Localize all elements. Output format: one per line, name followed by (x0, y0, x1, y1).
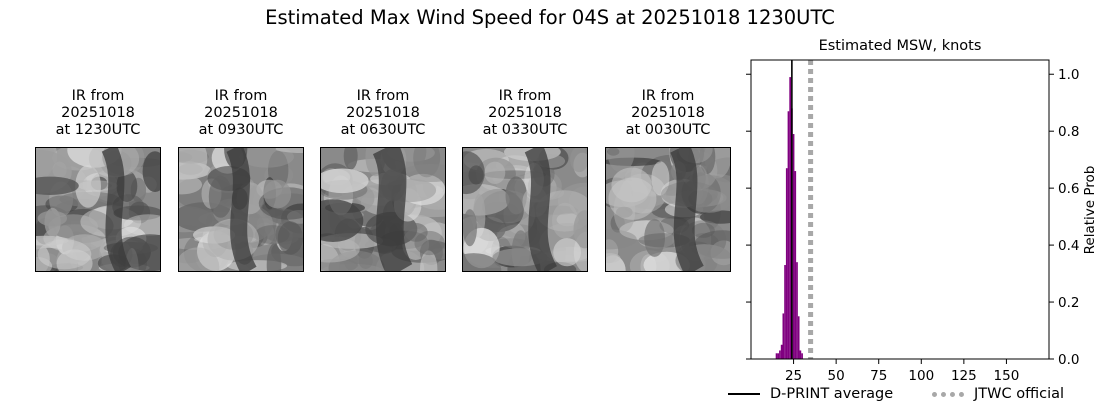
y-tick-label: 0.6 (1058, 181, 1079, 197)
ir-panel-caption: IR from 20251018 at 1230UTC (35, 88, 161, 142)
histogram-bar (794, 171, 797, 359)
ir-caption-line: at 1230UTC (55, 122, 141, 138)
ir-panel: IR from 20251018 at 0930UTC (178, 88, 304, 272)
y-tick-label: 0.0 (1058, 352, 1079, 368)
y-tick-label: 1.0 (1058, 67, 1079, 83)
x-tick-label: 125 (951, 368, 977, 384)
ir-caption-line: IR from (71, 88, 125, 104)
y-axis-label: Relative Prob (1082, 166, 1098, 255)
histogram-bar (797, 316, 800, 359)
ir-caption-line: at 0330UTC (482, 122, 568, 138)
ir-caption-line: at 0630UTC (340, 122, 426, 138)
histogram-bar (782, 313, 785, 359)
histogram-bar (799, 350, 802, 359)
legend: D-PRINT average JTWC official (728, 386, 1088, 408)
ir-caption-line: 20251018 (204, 105, 278, 121)
histogram-bar (784, 265, 786, 359)
ir-caption-line: 20251018 (488, 105, 562, 121)
y-tick-label: 0.4 (1058, 238, 1079, 254)
ir-caption-line: at 0930UTC (198, 122, 284, 138)
ir-satellite-image (462, 147, 588, 272)
y-tick-label: 0.8 (1058, 124, 1079, 140)
chart-title: Estimated MSW, knots (819, 38, 982, 54)
ir-satellite-image (605, 147, 731, 272)
ir-panel: IR from 20251018 at 0330UTC (462, 88, 588, 272)
x-tick-label: 50 (828, 368, 845, 384)
ir-satellite-image (320, 147, 446, 272)
ir-panel-caption: IR from 20251018 at 0930UTC (178, 88, 304, 142)
histogram-bar (777, 353, 780, 359)
y-axis-ticks: 0.0 0.2 0.4 0.6 0.8 1.0 (746, 67, 1079, 368)
x-tick-label: 150 (994, 368, 1020, 384)
legend-item-dprint: D-PRINT average (728, 386, 893, 402)
ir-panel: IR from 20251018 at 0030UTC (605, 88, 731, 272)
legend-label-dprint: D-PRINT average (770, 386, 894, 402)
ir-caption-line: IR from (214, 88, 268, 104)
ir-caption-line: 20251018 (346, 105, 420, 121)
ir-panel-caption: IR from 20251018 at 0330UTC (462, 88, 588, 142)
histogram-bar (775, 353, 778, 359)
x-tick-label: 25 (785, 368, 802, 384)
solid-line-swatch (728, 393, 760, 395)
histogram-bar (780, 344, 783, 359)
histogram-bar (792, 134, 795, 359)
figure-title: Estimated Max Wind Speed for 04S at 2025… (265, 6, 835, 29)
legend-label-jtwc: JTWC official (974, 386, 1065, 402)
ir-panel: IR from 20251018 at 1230UTC (35, 88, 161, 272)
ir-caption-line: 20251018 (631, 105, 705, 121)
ir-panel-caption: IR from 20251018 at 0630UTC (320, 88, 446, 142)
legend-item-jtwc: JTWC official (932, 386, 1064, 402)
histogram-bars (775, 77, 803, 359)
x-axis-ticks: 25 50 75 100 125 150 (785, 359, 1019, 384)
ir-satellite-image (178, 147, 304, 272)
histogram-bar (796, 262, 798, 359)
ir-satellite-image (35, 147, 161, 272)
ir-caption-line: at 0030UTC (625, 122, 711, 138)
x-tick-label: 100 (908, 368, 934, 384)
ir-caption-line: IR from (498, 88, 552, 104)
histogram-bar (787, 111, 790, 359)
ir-caption-line: IR from (641, 88, 695, 104)
ir-caption-line: 20251018 (61, 105, 135, 121)
histogram-bar (789, 77, 792, 359)
x-tick-label: 75 (870, 368, 887, 384)
ir-panel-caption: IR from 20251018 at 0030UTC (605, 88, 731, 142)
reference-lines (791, 60, 814, 359)
histogram-bar (801, 353, 803, 359)
ir-panel: IR from 20251018 at 0630UTC (320, 88, 446, 272)
y-tick-label: 0.2 (1058, 295, 1079, 311)
ir-caption-line: IR from (356, 88, 410, 104)
histogram-bar (785, 168, 788, 359)
plot-frame (750, 59, 1050, 360)
histogram-bar (779, 350, 781, 359)
dotted-line-swatch (932, 391, 964, 397)
